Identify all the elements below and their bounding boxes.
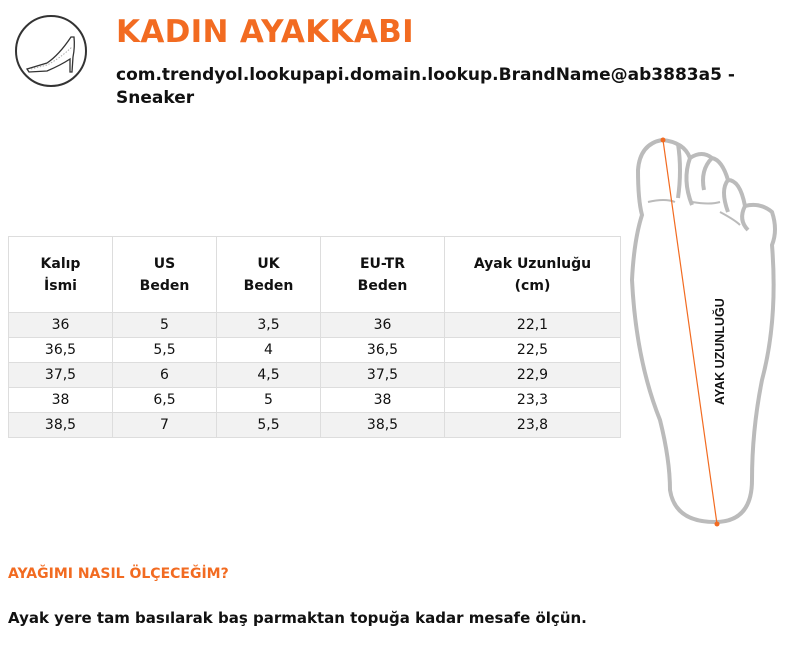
column-header: Ayak Uzunluğu (cm) [444,236,621,313]
table-cell: 37,5 [8,362,113,388]
table-cell: 6,5 [112,387,217,413]
column-header: UK Beden [216,236,321,313]
table-row: 38,5 7 5,5 38,5 23,8 [8,412,621,438]
table-cell: 38 [8,387,113,413]
header-line: Beden [243,277,294,294]
header-line: Kalıp [40,255,81,272]
measurement-line [662,139,718,525]
table-cell: 22,5 [444,337,621,363]
table-cell: 36 [320,312,445,338]
table-cell: 4,5 [216,362,321,388]
header-line: Ayak Uzunluğu [473,255,592,272]
table-cell: 37,5 [320,362,445,388]
table-cell: 22,9 [444,362,621,388]
table-cell: 5 [216,387,321,413]
column-header: US Beden [112,236,217,313]
table-cell: 5 [112,312,217,338]
table-cell: 36,5 [320,337,445,363]
table-cell: 38 [320,387,445,413]
table-row: 38 6,5 5 38 23,3 [8,387,621,413]
foot-length-label: AYAK UZUNLUĞU [712,298,727,405]
header-line: EU-TR [359,255,405,272]
column-header: Kalıp İsmi [8,236,113,313]
table-cell: 6 [112,362,217,388]
high-heel-shoe-icon [25,36,75,73]
header-line: Beden [139,277,190,294]
header-line: İsmi [44,277,77,294]
header-line: Beden [357,277,408,294]
table-cell: 23,3 [444,387,621,413]
shoe-logo [15,15,87,87]
table-cell: 36,5 [8,337,113,363]
table-cell: 38,5 [320,412,445,438]
foot-outline [629,137,777,525]
table-cell: 5,5 [216,412,321,438]
header-line: UK [257,255,280,272]
column-header: EU-TR Beden [320,236,445,313]
table-row: 36 5 3,5 36 22,1 [8,312,621,338]
brand-subtitle: com.trendyol.lookupapi.domain.lookup.Bra… [116,65,735,108]
size-table: Kalıp İsmi US Beden UK Beden EU-TR Beden Ayak Uz… [8,236,621,438]
table-cell: 3,5 [216,312,321,338]
header-line: (cm) [514,277,551,294]
page-title: KADIN AYAKKABI [116,14,414,50]
table-cell: 36 [8,312,113,338]
howto-heading: AYAĞIMI NASIL ÖLÇECEĞİM? [8,566,229,582]
table-row: 36,5 5,5 4 36,5 22,5 [8,337,621,363]
table-cell: 4 [216,337,321,363]
table-cell: 7 [112,412,217,438]
table-cell: 38,5 [8,412,113,438]
table-cell: 5,5 [112,337,217,363]
howto-text: Ayak yere tam basılarak baş parmaktan to… [8,609,587,627]
table-row: 37,5 6 4,5 37,5 22,9 [8,362,621,388]
header-line: US [153,255,176,272]
table-cell: 22,1 [444,312,621,338]
foot-diagram: AYAK UZUNLUĞU [620,130,800,534]
table-cell: 23,8 [444,412,621,438]
